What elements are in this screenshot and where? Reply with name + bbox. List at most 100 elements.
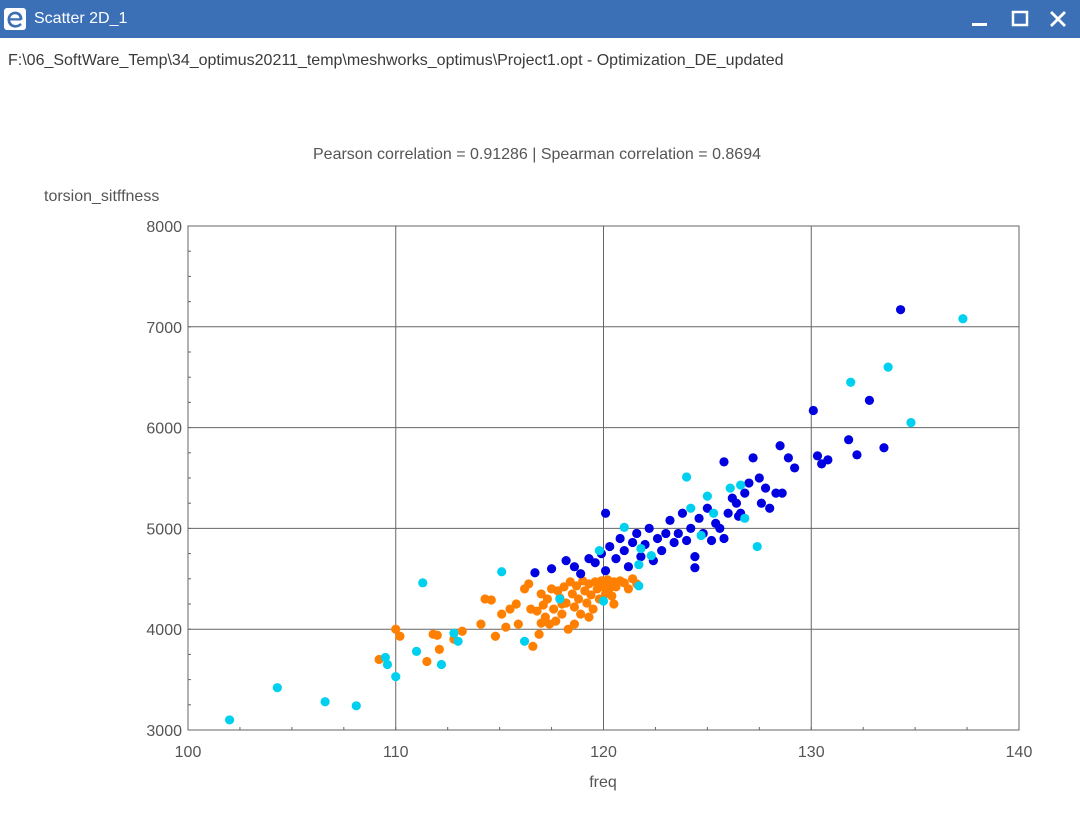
data-point-series-0: [607, 591, 617, 601]
data-point-series-1: [530, 568, 540, 578]
data-point-series-0: [476, 619, 486, 629]
minimize-icon: [972, 23, 987, 26]
data-point-series-0: [528, 641, 538, 651]
data-point-series-0: [569, 602, 580, 612]
data-point-series-0: [549, 604, 559, 614]
data-point-series-1: [632, 528, 642, 539]
data-point-series-2: [646, 551, 656, 561]
data-point-series-1: [665, 515, 675, 525]
x-axis-label: freq: [589, 774, 617, 791]
data-point-series-1: [694, 513, 704, 523]
data-point-series-0: [395, 631, 405, 641]
minimize-button[interactable]: [966, 6, 994, 32]
project-path: F:\06_SoftWare_Temp\34_optimus20211_temp…: [8, 52, 784, 69]
data-point-series-2: [696, 530, 706, 541]
maximize-button[interactable]: [1006, 6, 1034, 32]
y-tick-label-1: 4000: [146, 622, 182, 639]
data-point-series-2: [320, 697, 330, 707]
minor-ticks: [187, 225, 1020, 731]
data-point-series-1: [748, 453, 758, 463]
close-button[interactable]: [1044, 6, 1072, 32]
data-point-series-2: [634, 560, 644, 570]
y-tick-label-3: 6000: [146, 421, 182, 438]
data-point-series-0: [432, 630, 442, 640]
data-point-series-0: [567, 589, 577, 599]
data-point-series-1: [623, 562, 634, 572]
title-bar: Scatter 2D_1: [0, 0, 1080, 38]
data-point-series-2: [382, 659, 393, 670]
data-point-series-1: [600, 566, 611, 576]
data-point-series-0: [534, 629, 544, 639]
data-point-series-1: [652, 533, 663, 544]
data-point-series-0: [582, 598, 592, 608]
data-point-series-2: [736, 480, 746, 490]
data-point-series-2: [391, 671, 401, 682]
data-point-series-1: [619, 545, 629, 556]
data-point-series-1: [740, 488, 750, 498]
data-point-series-1: [879, 443, 889, 453]
data-point-series-1: [690, 563, 700, 573]
data-point-series-1: [775, 441, 785, 451]
data-point-series-1: [823, 455, 833, 465]
data-point-series-1: [760, 483, 771, 493]
data-point-series-0: [588, 604, 598, 614]
data-point-series-0: [505, 604, 515, 614]
data-point-series-2: [846, 377, 856, 387]
data-point-series-1: [590, 558, 600, 568]
data-point-series-0: [457, 626, 467, 636]
data-point-series-2: [682, 472, 692, 482]
data-point-series-2: [686, 503, 696, 513]
data-point-series-2: [619, 522, 629, 532]
data-point-series-2: [725, 483, 735, 493]
data-point-series-2: [702, 491, 712, 501]
data-point-series-0: [609, 599, 619, 609]
data-point-series-1: [644, 523, 654, 534]
data-point-series-1: [852, 450, 862, 460]
data-point-series-1: [895, 305, 906, 315]
data-point-series-1: [682, 535, 692, 546]
data-point-series-0: [576, 609, 586, 619]
data-point-series-2: [634, 581, 644, 591]
data-point-series-2: [449, 628, 459, 638]
data-point-series-2: [436, 659, 447, 670]
y-tick-label-4: 7000: [146, 320, 182, 337]
data-point-series-0: [501, 622, 511, 632]
data-point-series-0: [422, 656, 432, 667]
data-point-series-1: [808, 405, 818, 416]
data-point-series-2: [958, 314, 968, 324]
tick-labels: 100 110 120 130 140 3000 4000 5000 6000 7000 8000: [146, 219, 1032, 761]
data-point-series-2: [272, 683, 282, 693]
data-point-series-0: [573, 594, 584, 604]
x-tick-label-0: 100: [175, 744, 202, 761]
data-point-series-1: [719, 533, 729, 544]
data-point-series-1: [605, 541, 615, 552]
data-point-series-1: [777, 488, 787, 498]
data-point-series-2: [752, 541, 762, 552]
data-point-series-0: [513, 619, 523, 629]
data-point-series-0: [497, 609, 507, 619]
data-point-series-1: [657, 545, 667, 556]
x-tick-label-1: 110: [383, 744, 409, 761]
data-point-series-1: [569, 562, 580, 572]
data-point-series-1: [706, 535, 717, 546]
data-point-series-1: [673, 528, 683, 539]
x-tick-label-4: 140: [1006, 744, 1033, 761]
data-point-series-1: [756, 498, 766, 508]
chart-grid: [187, 225, 1020, 731]
data-point-series-1: [615, 533, 625, 544]
data-point-series-1: [744, 478, 754, 488]
data-point-series-1: [844, 435, 854, 445]
data-point-series-1: [690, 552, 700, 562]
data-point-series-1: [576, 569, 586, 579]
window-title: Scatter 2D_1: [34, 10, 128, 27]
y-tick-label-0: 3000: [146, 723, 182, 740]
data-point-series-0: [486, 595, 496, 605]
data-point-series-2: [519, 636, 530, 646]
data-point-series-0: [557, 609, 567, 619]
x-tick-label-2: 120: [590, 744, 617, 761]
data-point-series-1: [561, 556, 571, 566]
y-tick-label-2: 5000: [146, 521, 182, 538]
data-point-series-0: [526, 604, 536, 614]
data-point-series-2: [636, 543, 646, 554]
data-point-series-1: [611, 554, 621, 564]
